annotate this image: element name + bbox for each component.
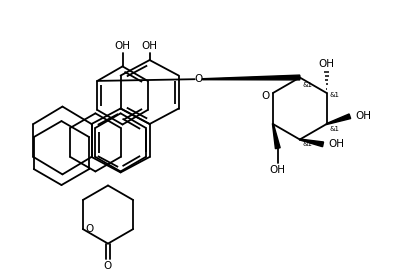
Polygon shape <box>203 75 300 80</box>
Text: OH: OH <box>115 41 130 51</box>
Text: OH: OH <box>142 40 158 50</box>
Text: OH: OH <box>319 59 335 69</box>
Text: &1: &1 <box>330 126 340 132</box>
Text: O: O <box>85 224 94 234</box>
Text: &1: &1 <box>330 92 340 98</box>
Text: O: O <box>261 91 269 101</box>
Polygon shape <box>300 139 324 147</box>
Text: &1: &1 <box>303 82 313 88</box>
Text: O: O <box>194 74 203 84</box>
Polygon shape <box>326 114 350 124</box>
Polygon shape <box>272 124 280 149</box>
Text: O: O <box>104 261 112 270</box>
Text: OH: OH <box>328 139 344 149</box>
Text: OH: OH <box>355 111 371 121</box>
Text: OH: OH <box>270 164 286 174</box>
Text: &1: &1 <box>303 141 313 147</box>
